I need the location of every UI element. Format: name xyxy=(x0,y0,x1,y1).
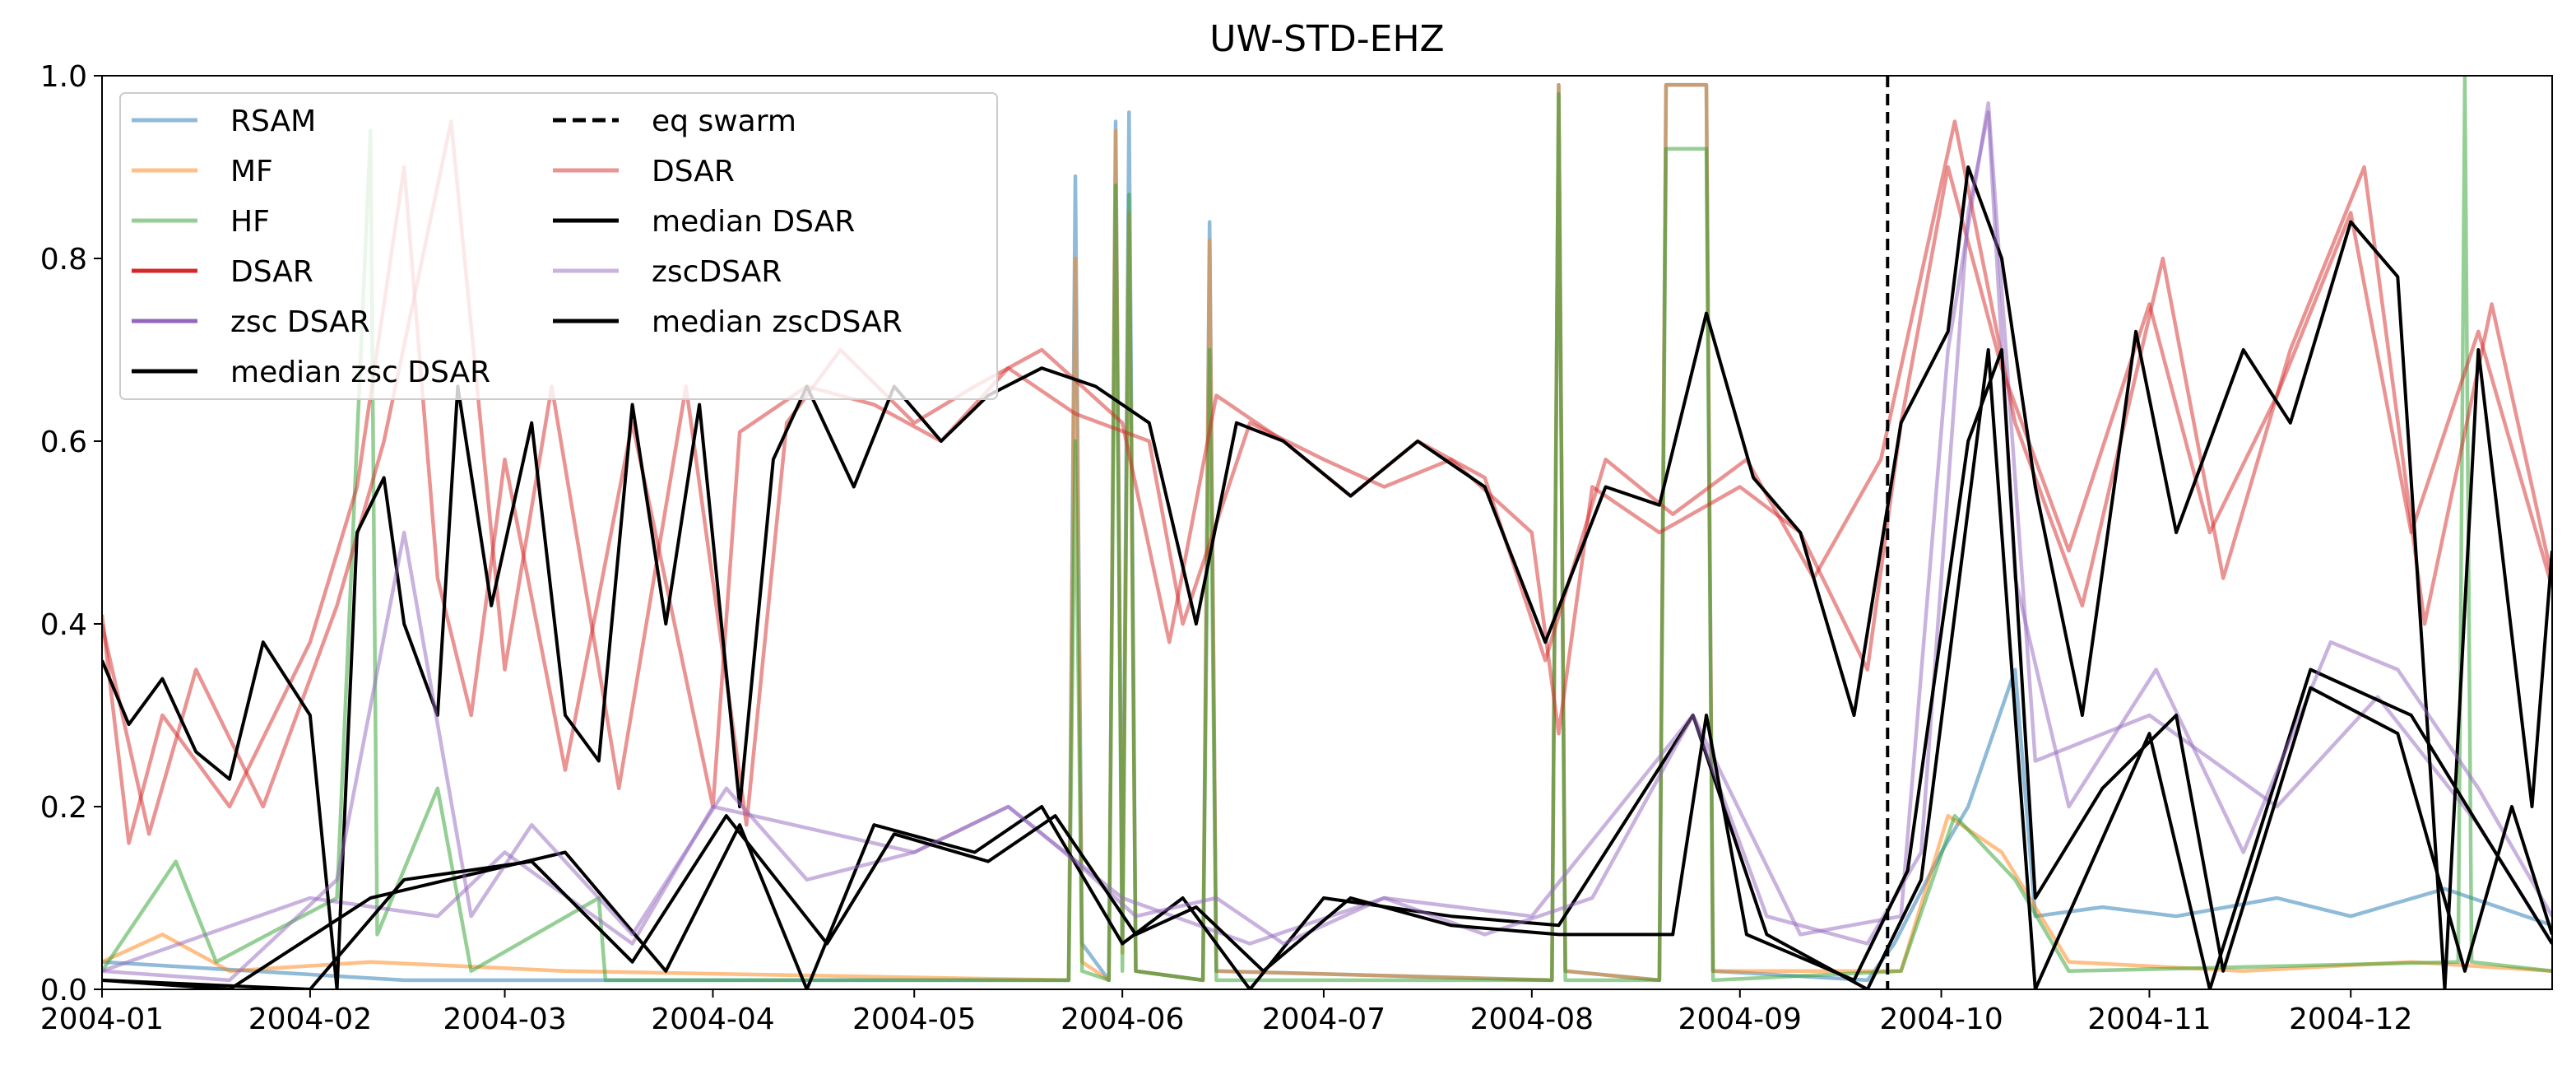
legend-label-zscdsar: zscDSAR xyxy=(652,255,782,289)
y-tick-label-0-4: 0.4 xyxy=(40,608,87,642)
x-tick-label-2004-09: 2004-09 xyxy=(1678,1003,1802,1036)
legend-label-rsam: RSAM xyxy=(230,105,316,138)
x-tick-label-2004-01: 2004-01 xyxy=(40,1003,164,1036)
legend-label-median-zscdsar: median zscDSAR xyxy=(652,305,903,339)
series-line-dsar-3 xyxy=(102,165,2552,845)
x-axis: 2004-01 2004-02 2004-03 2004-04 2004-05 2004-… xyxy=(40,989,2412,1036)
x-tick-label-2004-05: 2004-05 xyxy=(852,1003,976,1036)
x-tick-label-2004-12: 2004-12 xyxy=(2289,1003,2412,1036)
legend-label-eq-swarm: eq swarm xyxy=(652,105,796,138)
x-tick-label-2004-02: 2004-02 xyxy=(248,1003,372,1036)
x-tick-label-2004-10: 2004-10 xyxy=(1879,1003,2003,1036)
series-line-hf-2 xyxy=(102,76,2552,983)
plot-frame xyxy=(101,75,2553,990)
x-tick-label-2004-06: 2004-06 xyxy=(1061,1003,1184,1036)
y-tick-label-0-8: 0.8 xyxy=(40,243,87,277)
legend-label-hf: HF xyxy=(230,205,270,239)
series-line-zscdsar-8 xyxy=(102,110,2552,983)
legend-label-dsar: DSAR xyxy=(230,255,313,289)
plot-area xyxy=(102,76,2552,989)
legend-box xyxy=(119,92,998,400)
y-tick-label-0-0: 0.0 xyxy=(40,974,87,1007)
y-tick-label-1-0: 1.0 xyxy=(40,60,87,94)
series-line-median-zscdsar-9 xyxy=(102,348,2552,989)
y-axis: 0.0 0.2 0.4 0.6 0.8 1.0 xyxy=(40,60,102,1007)
y-tick-label-0-6: 0.6 xyxy=(40,426,87,459)
legend-label-median-zsc-dsar: median zsc DSAR xyxy=(230,356,490,389)
legend-label-mf: MF xyxy=(230,155,273,188)
legend-label-median-dsar: median DSAR xyxy=(652,205,855,239)
x-tick-label-2004-07: 2004-07 xyxy=(1262,1003,1385,1036)
chart-title: UW-STD-EHZ xyxy=(1209,18,1444,60)
legend-label-zsc-dsar: zsc DSAR xyxy=(230,305,370,339)
x-tick-label-2004-11: 2004-11 xyxy=(2087,1003,2211,1036)
x-tick-label-2004-03: 2004-03 xyxy=(443,1003,566,1036)
x-tick-label-2004-04: 2004-04 xyxy=(651,1003,774,1036)
x-tick-label-2004-08: 2004-08 xyxy=(1470,1003,1594,1036)
legend-label-dsar: DSAR xyxy=(652,155,735,188)
y-tick-label-0-2: 0.2 xyxy=(40,791,87,825)
legend: RSAM MF HF DSAR zsc DSAR median zsc DSAR eq sw… xyxy=(119,92,998,400)
